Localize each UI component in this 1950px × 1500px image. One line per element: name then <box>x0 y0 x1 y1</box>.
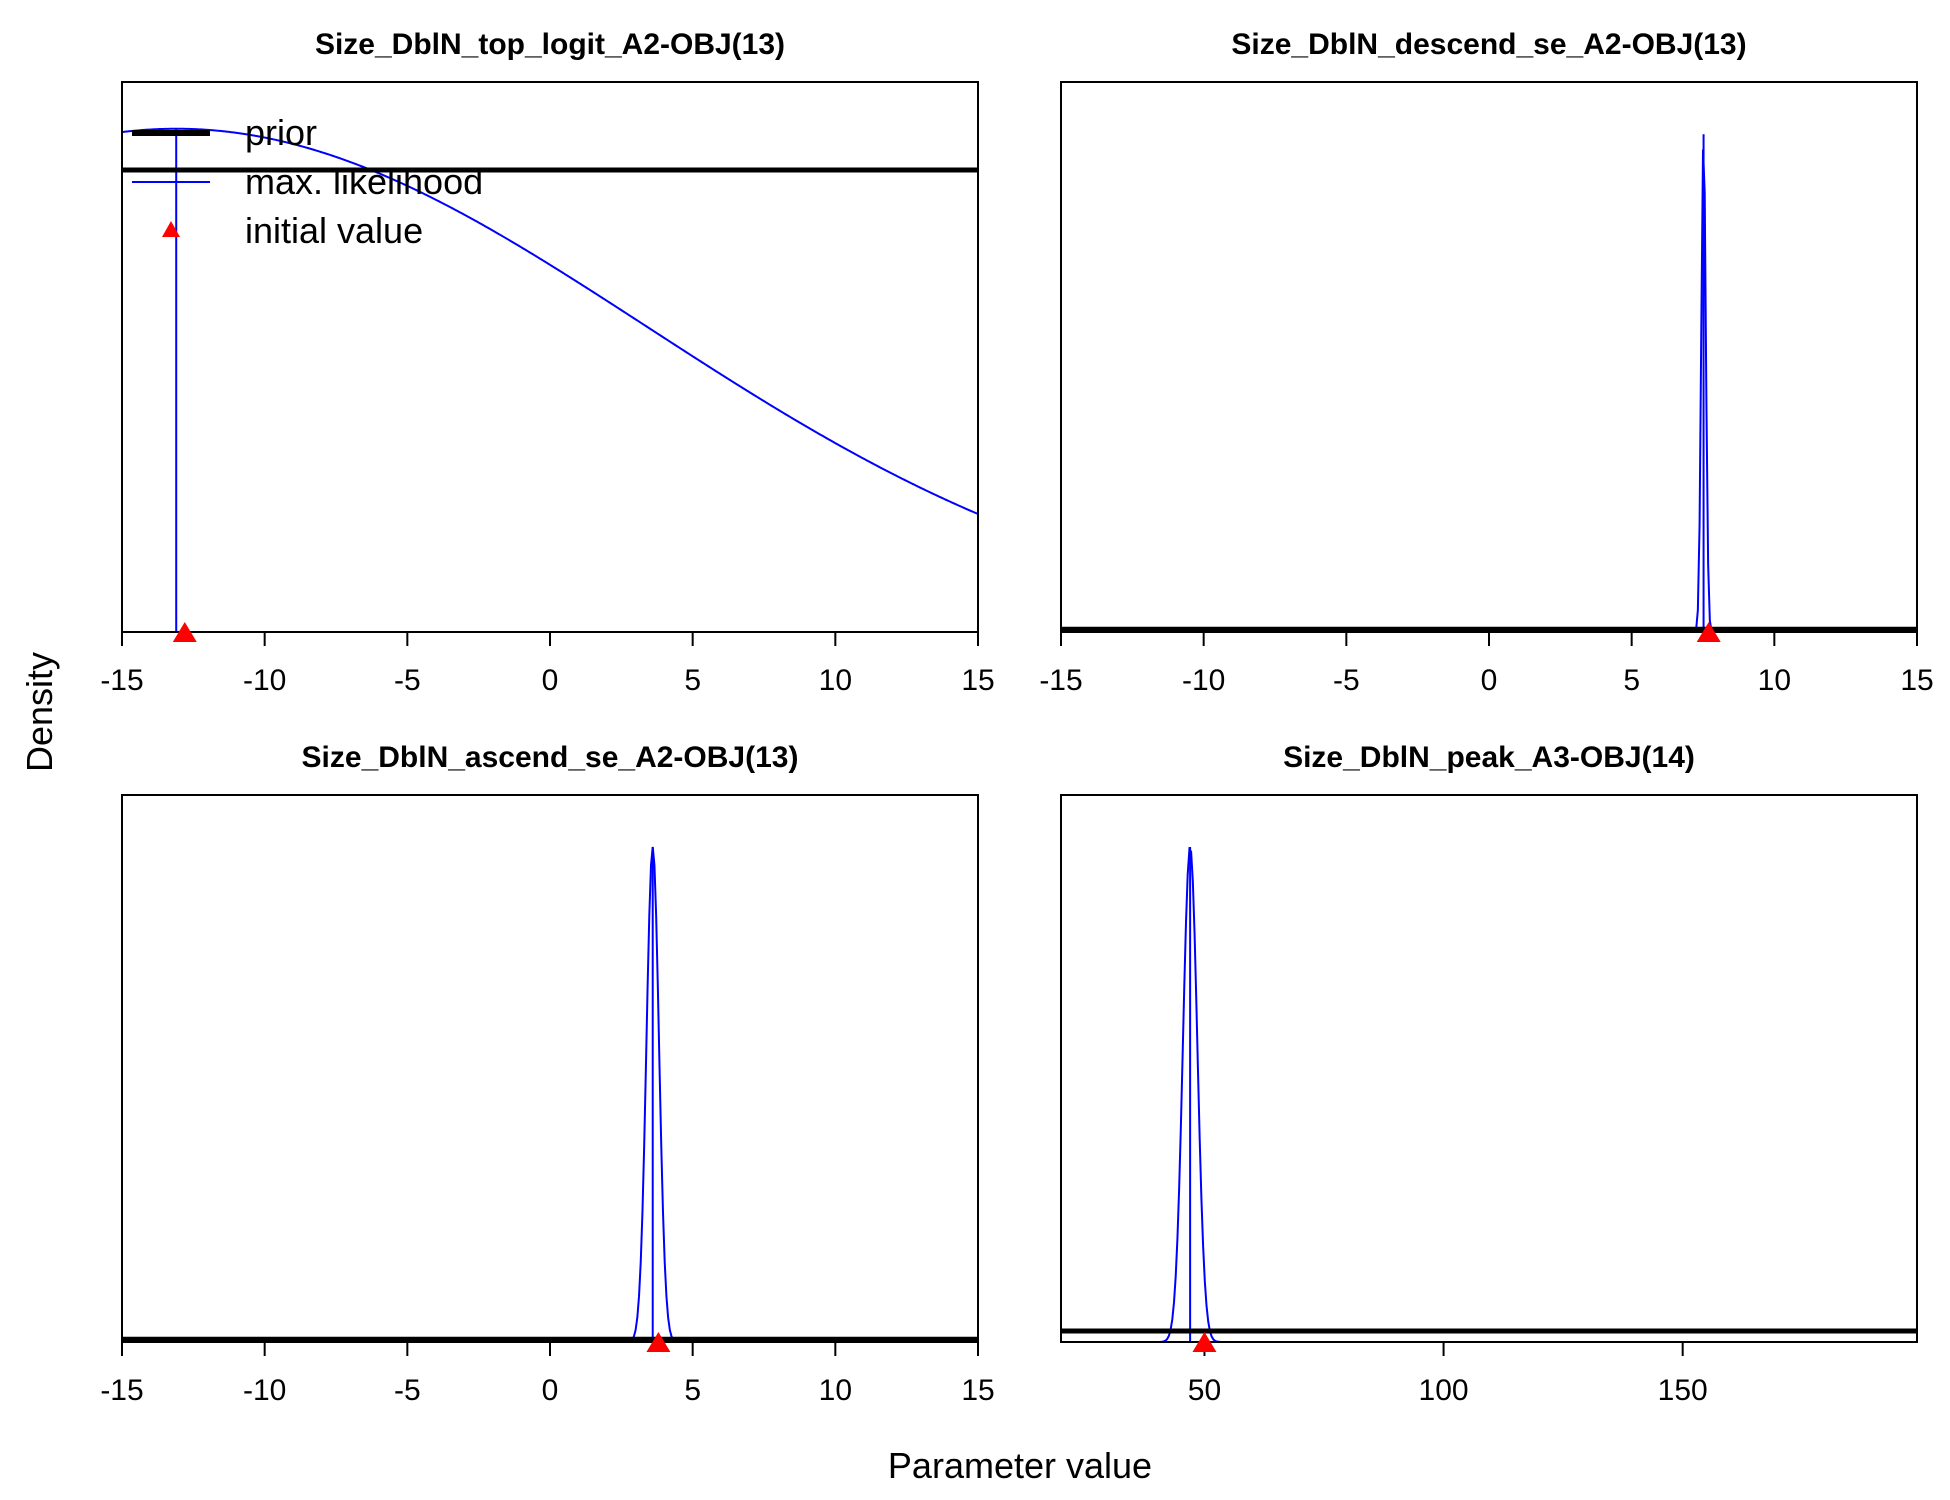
initial-value-marker <box>1696 622 1721 642</box>
x-tick-label: 15 <box>1900 664 1933 697</box>
initial-value-marker <box>646 1332 671 1352</box>
panels: Size_DblN_top_logit_A2-OBJ(13) -15 -10 -5 0 5… <box>100 28 1933 1407</box>
x-tick-label: -5 <box>394 1374 421 1407</box>
x-tick-label: -10 <box>1182 664 1225 697</box>
x-tick-label: 5 <box>684 664 701 697</box>
panel-data <box>1061 846 1917 1342</box>
x-tick-label: 0 <box>542 664 559 697</box>
legend-label: initial value <box>245 210 423 251</box>
initial-value-marker <box>1192 1332 1217 1352</box>
legend: prior max. likelihood initial value <box>132 112 483 251</box>
mle-density-curve <box>122 127 978 515</box>
x-tick-label: 100 <box>1419 1374 1469 1407</box>
x-tick-label: 10 <box>819 1374 852 1407</box>
x-tick-label: -5 <box>1333 664 1360 697</box>
panel-4: Size_DblN_peak_A3-OBJ(14) 50 100 150 <box>1060 741 1918 1407</box>
panel-title: Size_DblN_peak_A3-OBJ(14) <box>1283 741 1695 774</box>
x-tick-label: -15 <box>1039 664 1082 697</box>
panel-1: Size_DblN_top_logit_A2-OBJ(13) -15 -10 -5 0 5… <box>100 28 994 697</box>
x-tick-label: -10 <box>243 664 286 697</box>
x-tick-label: 0 <box>1481 664 1498 697</box>
x-tick-label: -5 <box>394 664 421 697</box>
x-tick-label: 150 <box>1658 1374 1708 1407</box>
y-axis-title: Density <box>19 652 60 772</box>
x-tick-label: 5 <box>1623 664 1640 697</box>
initial-value-marker <box>172 622 197 642</box>
mle-density-curve <box>1061 846 1917 1342</box>
panel-3: Size_DblN_ascend_se_A2-OBJ(13) -15 -10 -5 0 5… <box>100 741 994 1407</box>
x-tick-label: 10 <box>819 664 852 697</box>
legend-label: prior <box>245 112 317 153</box>
panel-title: Size_DblN_ascend_se_A2-OBJ(13) <box>302 741 799 774</box>
legend-initial-swatch <box>162 221 180 237</box>
x-tick-label: 15 <box>961 1374 994 1407</box>
x-axis-title: Parameter value <box>888 1445 1152 1486</box>
x-tick-label: 50 <box>1188 1374 1221 1407</box>
x-tick-label: -15 <box>100 664 143 697</box>
x-tick-label: 10 <box>1758 664 1791 697</box>
panel-data <box>1061 134 1917 632</box>
x-tick-label: 0 <box>542 1374 559 1407</box>
panel-title: Size_DblN_descend_se_A2-OBJ(13) <box>1231 28 1746 61</box>
x-tick-label: -10 <box>243 1374 286 1407</box>
legend-label: max. likelihood <box>245 161 483 202</box>
panel-data <box>122 127 978 632</box>
panel-2: Size_DblN_descend_se_A2-OBJ(13) -15 -10 -5 0… <box>1039 28 1933 697</box>
x-tick-label: -15 <box>100 1374 143 1407</box>
panel-title: Size_DblN_top_logit_A2-OBJ(13) <box>315 28 785 61</box>
x-tick-label: 15 <box>961 664 994 697</box>
x-tick-label: 5 <box>684 1374 701 1407</box>
panel-data <box>122 846 978 1342</box>
